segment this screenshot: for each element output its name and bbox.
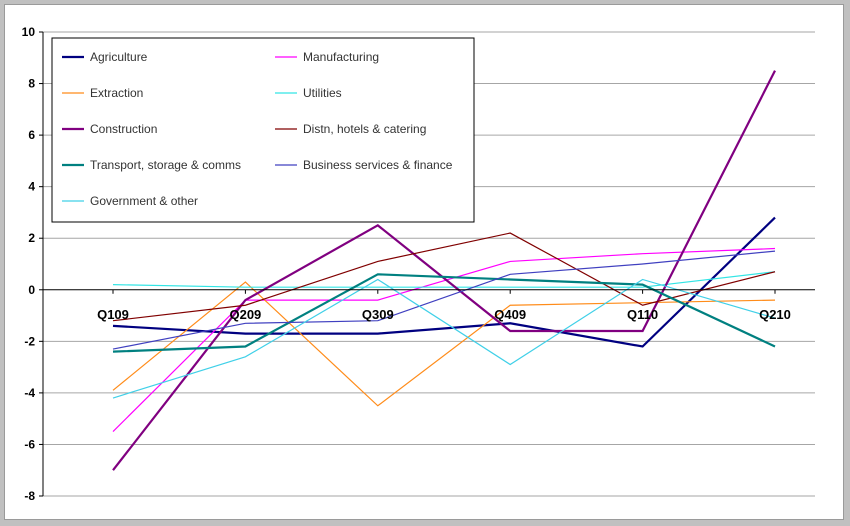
axis-layer: 10 8 6 4 2 0 -2 -4 -6 -8 Q109 Q209 Q309 Q409 Q110 Q210 [22, 25, 815, 503]
series-layer [112, 70, 776, 471]
series-line-extraction [112, 281, 776, 407]
x-tick-label: Q110 [627, 307, 658, 322]
series-line-transport-storage-comms [112, 273, 776, 353]
series-line-agriculture [112, 216, 776, 348]
legend-box [51, 37, 475, 223]
y-tick-label: -4 [24, 386, 35, 400]
y-tick-label: -8 [24, 489, 35, 503]
series-line-construction [112, 70, 776, 471]
legend: Agriculture Manufacturing Extraction Utilit… [51, 37, 475, 223]
x-tick-label: Q209 [229, 307, 261, 322]
series-line-utilities [112, 271, 776, 288]
y-tick-label: 4 [28, 180, 35, 194]
series-line-distn-hotels-catering [112, 232, 776, 322]
legend-label: Agriculture [90, 50, 148, 64]
series-line-manufacturing [112, 247, 776, 432]
y-tick-label: -2 [24, 334, 35, 348]
y-tick-label: 2 [28, 231, 35, 245]
legend-label: Manufacturing [303, 50, 379, 64]
legend-label: Utilities [303, 86, 342, 100]
series-line-government-other [112, 278, 776, 399]
legend-label: Construction [90, 122, 157, 136]
x-tick-label: Q210 [759, 307, 791, 322]
legend-label: Distn, hotels & catering [303, 122, 426, 136]
y-tick-label: 6 [28, 128, 35, 142]
chart-frame: 10 8 6 4 2 0 -2 -4 -6 -8 Q109 Q209 Q309 Q409 Q110 Q210 … [4, 4, 844, 520]
x-tick-label: Q409 [494, 307, 526, 322]
legend-label: Government & other [90, 194, 198, 208]
x-tick-label: Q309 [362, 307, 394, 322]
legend-label: Transport, storage & comms [90, 158, 241, 172]
series-line-business-services-finance [112, 250, 776, 350]
y-tick-label: -6 [24, 437, 35, 451]
legend-label: Extraction [90, 86, 143, 100]
legend-label: Business services & finance [303, 158, 453, 172]
y-tick-label: 0 [28, 283, 35, 297]
x-tick-label: Q109 [97, 307, 129, 322]
y-tick-label: 10 [22, 25, 36, 39]
y-tick-label: 8 [28, 77, 35, 91]
